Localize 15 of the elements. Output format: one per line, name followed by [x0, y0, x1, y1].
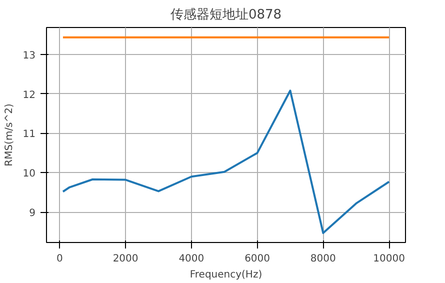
- y-tick-label: 12: [22, 90, 36, 101]
- x-tick-label: 0: [56, 254, 63, 264]
- x-tick-label: 6000: [244, 254, 270, 264]
- y-tick-label: 11: [22, 129, 36, 140]
- x-tick-label: 2000: [112, 254, 138, 264]
- y-axis-title: RMS(m/s^2): [4, 104, 15, 166]
- y-tick-label: 10: [22, 168, 36, 180]
- y-tick-label: 9: [29, 208, 36, 220]
- line-series: [62, 90, 390, 234]
- x-axis-title: Frequency(Hz): [190, 270, 262, 280]
- x-tick-label: 8000: [310, 254, 336, 264]
- x-tick-label: 10000: [373, 254, 405, 264]
- y-tick-label: 13: [22, 50, 36, 62]
- chart-title: 传感器短地址0878: [170, 8, 282, 22]
- x-tick-label: 4000: [178, 254, 204, 264]
